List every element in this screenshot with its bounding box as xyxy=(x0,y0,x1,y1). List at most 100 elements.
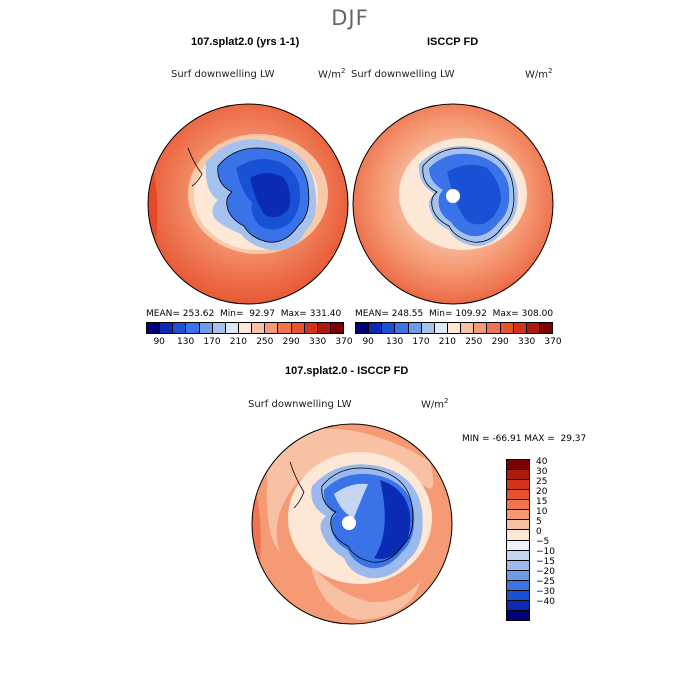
diff-colorbar-swatch xyxy=(507,470,529,481)
model-mean: MEAN= 253.62 xyxy=(146,309,215,319)
model-colorbar-tick-label: 130 xyxy=(177,337,195,347)
obs-colorbar-tick-label: 250 xyxy=(465,337,483,347)
obs-mean: MEAN= 248.55 xyxy=(355,309,424,319)
model-units-label: W/m2 xyxy=(318,67,346,81)
diff-colorbar-swatch xyxy=(507,590,529,601)
model-colorbar-swatch xyxy=(225,323,239,333)
diff-colorbar-tick-label: −30 xyxy=(536,587,555,597)
diff-colorbar-tick-label: 5 xyxy=(536,517,542,527)
model-colorbar-swatch xyxy=(186,323,200,333)
model-min: Min= 92.97 xyxy=(219,309,275,319)
diff-colorbar-tick-label: −25 xyxy=(536,577,555,587)
diff-colorbar-swatch xyxy=(507,600,529,611)
model-colorbar-swatch xyxy=(304,323,318,333)
model-variable-label: Surf downwelling LW xyxy=(171,69,275,80)
diff-units-label: W/m2 xyxy=(421,397,449,411)
diff-colorbar-swatch xyxy=(507,500,529,511)
obs-colorbar-tick-label: 370 xyxy=(544,337,562,347)
obs-min: Min= 109.92 xyxy=(428,309,487,319)
diff-colorbar-swatch xyxy=(507,480,529,491)
diff-colorbar-tick-label: −20 xyxy=(536,567,555,577)
diff-colorbar-tick-label: −15 xyxy=(536,557,555,567)
diff-colorbar-tick-label: 0 xyxy=(536,527,542,537)
obs-colorbar-swatch xyxy=(408,323,422,333)
obs-colorbar-swatch xyxy=(356,323,370,333)
diff-colorbar-tick-label: 15 xyxy=(536,497,548,507)
diff-colorbar-tick-label: −5 xyxy=(536,537,550,547)
model-colorbar-swatch xyxy=(278,323,292,333)
diff-colorbar-swatch xyxy=(507,530,529,541)
model-colorbar-swatch xyxy=(252,323,266,333)
model-max: Max= 331.40 xyxy=(280,309,342,319)
diff-colorbar-swatch xyxy=(507,610,529,620)
model-colorbar-tick-label: 370 xyxy=(335,337,353,347)
diff-colorbar-tick-label: 30 xyxy=(536,467,548,477)
season-title: DJF xyxy=(331,6,369,30)
model-colorbar-tick-label: 210 xyxy=(229,337,247,347)
obs-colorbar-tick-label: 330 xyxy=(518,337,536,347)
diff-colorbar-swatch xyxy=(507,490,529,501)
model-colorbar-tick-label: 290 xyxy=(282,337,300,347)
obs-colorbar-swatch xyxy=(447,323,462,333)
diff-colorbar: 40 30 25 20 15 10 5 0 −5 −10 −15 −20 −25 −30 −40 xyxy=(506,457,555,621)
obs-colorbar-tick-label: 170 xyxy=(412,337,430,347)
model-colorbar-swatch xyxy=(199,323,213,333)
model-colorbar-swatch xyxy=(160,323,174,333)
obs-units-label: W/m2 xyxy=(525,67,553,81)
model-colorbar-swatch xyxy=(291,323,305,333)
obs-colorbar-swatch xyxy=(395,323,409,333)
obs-colorbar-tick-label: 130 xyxy=(386,337,404,347)
model-colorbar-swatch xyxy=(173,323,187,333)
diff-colorbar-swatch xyxy=(507,540,529,551)
diff-minmax: MIN = -66.91 MAX = 29.37 xyxy=(462,434,587,444)
diff-colorbar-swatch xyxy=(507,510,529,521)
obs-colorbar-swatch xyxy=(421,323,435,333)
model-stats: MEAN= 253.62 Min= 92.97 Max= 331.40 xyxy=(146,309,341,319)
diff-colorbar-swatch xyxy=(507,550,529,561)
obs-colorbar-tick-label: 90 xyxy=(362,337,374,347)
obs-colorbar-swatch xyxy=(461,323,475,333)
model-polar-map xyxy=(147,103,349,305)
diff-panel-title: 107.splat2.0 - ISCCP FD xyxy=(285,365,409,377)
diff-colorbar-tick-label: 40 xyxy=(536,457,548,467)
model-colorbar-swatch xyxy=(147,323,161,333)
model-colorbar-tick-label: 90 xyxy=(153,337,165,347)
obs-colorbar-swatch xyxy=(474,323,488,333)
obs-stats: MEAN= 248.55 Min= 109.92 Max= 308.00 xyxy=(355,309,553,319)
model-colorbar-swatch xyxy=(317,323,331,333)
diff-colorbar-tick-label: 10 xyxy=(536,507,548,517)
obs-colorbar-swatch xyxy=(539,323,553,333)
obs-polar-map xyxy=(352,103,554,305)
obs-variable-label: Surf downwelling LW xyxy=(351,69,455,80)
diff-colorbar-swatch xyxy=(507,560,529,571)
obs-colorbar-tick-label: 210 xyxy=(438,337,456,347)
diff-colorbar-tick-label: −10 xyxy=(536,547,555,557)
diff-polar-map xyxy=(251,423,453,625)
model-colorbar-swatch xyxy=(265,323,279,333)
diff-colorbar-swatch xyxy=(507,570,529,581)
obs-colorbar-tick-label: 290 xyxy=(491,337,509,347)
diff-colorbar-swatch xyxy=(507,520,529,531)
obs-colorbar-swatch xyxy=(513,323,527,333)
diff-variable-label: Surf downwelling LW xyxy=(248,399,352,410)
model-colorbar: 90 130 170 210 250 290 330 370 xyxy=(146,322,353,348)
model-colorbar-swatch xyxy=(238,323,253,333)
obs-colorbar-swatch xyxy=(434,323,448,333)
model-panel-title: 107.splat2.0 (yrs 1-1) xyxy=(191,36,300,48)
model-colorbar-tick-label: 330 xyxy=(309,337,327,347)
obs-colorbar-swatch xyxy=(487,323,501,333)
obs-colorbar: 90 130 170 210 250 290 330 370 xyxy=(355,322,562,348)
obs-colorbar-swatch xyxy=(369,323,383,333)
diff-colorbar-tick-label: −40 xyxy=(536,597,555,607)
diff-colorbar-swatch xyxy=(507,580,529,591)
obs-max: Max= 308.00 xyxy=(492,309,554,319)
diff-colorbar-swatch xyxy=(507,460,529,471)
model-colorbar-tick-label: 250 xyxy=(256,337,274,347)
obs-colorbar-swatch xyxy=(526,323,540,333)
model-colorbar-swatch xyxy=(330,323,344,333)
diff-colorbar-tick-label: 20 xyxy=(536,487,548,497)
model-colorbar-tick-label: 170 xyxy=(203,337,221,347)
obs-colorbar-swatch xyxy=(382,323,396,333)
model-colorbar-swatch xyxy=(212,323,226,333)
obs-panel-title: ISCCP FD xyxy=(427,36,479,48)
